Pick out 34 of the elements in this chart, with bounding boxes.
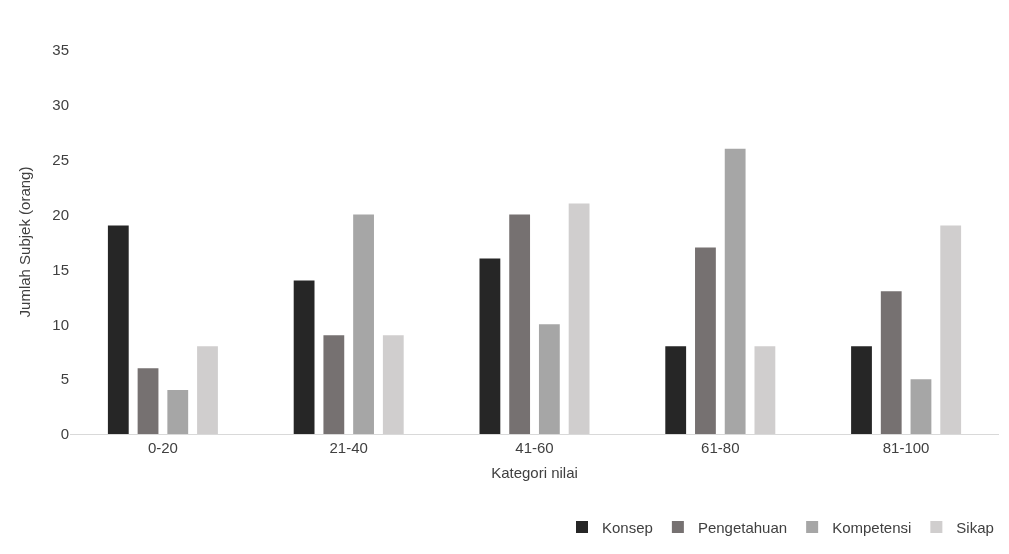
- y-axis-title: Jumlah Subjek (orang): [16, 166, 33, 318]
- bar: [293, 280, 315, 434]
- bar: [851, 346, 872, 434]
- bar: [724, 148, 746, 434]
- legend-label: Konsep: [602, 518, 653, 536]
- bar: [509, 214, 531, 434]
- x-tick-label: 61-80: [701, 439, 740, 456]
- legend-label: Sikap: [956, 518, 994, 536]
- y-tick-label: 0: [60, 425, 69, 443]
- bar: [107, 225, 129, 434]
- y-tick-label: 5: [60, 370, 69, 388]
- x-tick-label: 21-40: [329, 439, 368, 456]
- bar: [880, 291, 902, 434]
- bar: [137, 368, 159, 434]
- y-tick-label: 20: [52, 205, 69, 223]
- x-tick-label: 0-20: [147, 439, 178, 456]
- bar: [538, 324, 560, 434]
- y-tick-label: 15: [52, 260, 69, 278]
- bar: [479, 258, 501, 434]
- legend-label: Pengetahuan: [697, 518, 788, 536]
- bar: [695, 247, 716, 434]
- bar: [665, 346, 687, 434]
- legend-label: Kompetensi: [832, 518, 912, 536]
- bar: [323, 335, 345, 434]
- x-tick-label: 81-100: [882, 439, 930, 456]
- bar: [910, 379, 932, 434]
- bar: [353, 214, 374, 434]
- x-tick-label: 41-60: [515, 439, 554, 456]
- bar: [167, 390, 189, 434]
- y-tick-label: 25: [52, 150, 69, 168]
- y-tick-label: 30: [52, 96, 69, 114]
- x-axis-title: Kategori nilai: [491, 464, 578, 481]
- y-tick-label: 10: [52, 315, 69, 333]
- y-tick-label: 35: [52, 41, 69, 59]
